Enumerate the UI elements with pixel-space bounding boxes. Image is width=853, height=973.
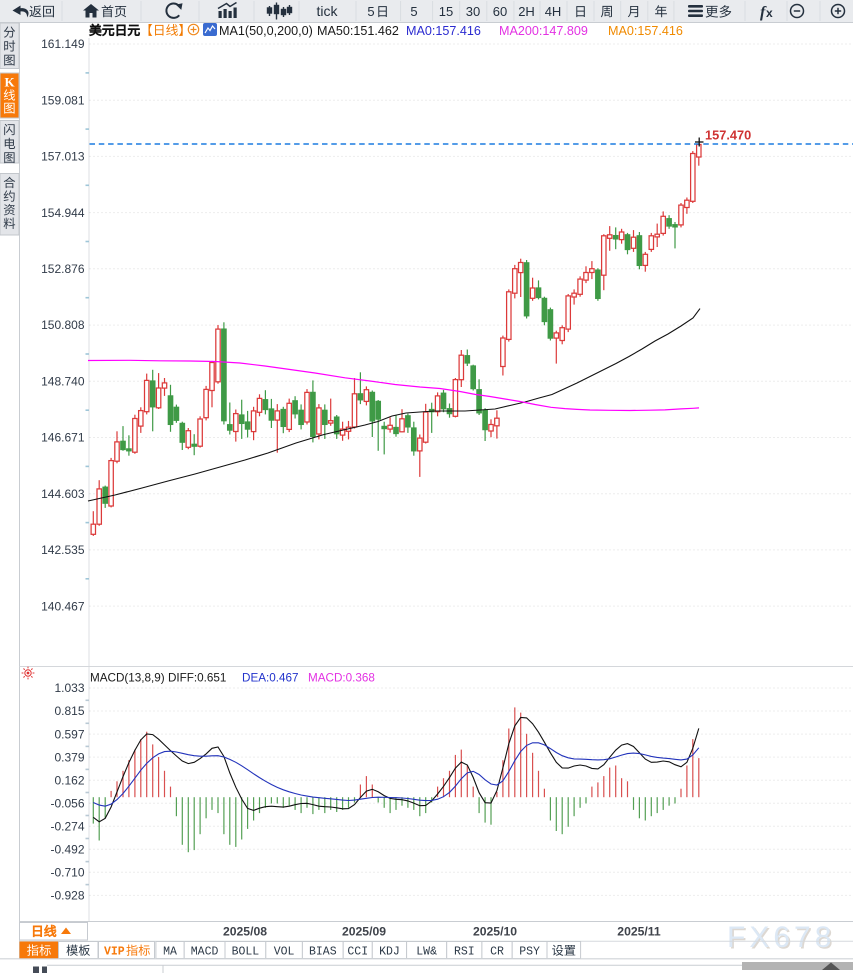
svg-text:LW&: LW& [416, 946, 437, 959]
svg-text:2025/08: 2025/08 [223, 925, 267, 939]
svg-text:BIAS: BIAS [309, 946, 337, 959]
svg-text:159.081: 159.081 [41, 93, 85, 107]
svg-text:MACD(13,8,9) DIFF:0.651: MACD(13,8,9) DIFF:0.651 [90, 672, 226, 685]
svg-text:MA50:151.462: MA50:151.462 [317, 24, 399, 38]
svg-text:142.535: 142.535 [41, 543, 85, 557]
svg-text:30: 30 [466, 4, 480, 19]
svg-text:2025/09: 2025/09 [342, 925, 386, 939]
svg-text:FX678: FX678 [729, 923, 837, 956]
svg-text:-0.492: -0.492 [50, 843, 84, 857]
svg-text:140.467: 140.467 [41, 599, 85, 613]
svg-text:2025/10: 2025/10 [473, 925, 517, 939]
svg-text:MA0:157.416: MA0:157.416 [608, 24, 683, 38]
svg-text:4H: 4H [545, 4, 562, 19]
svg-text:BOLL: BOLL [232, 946, 260, 959]
svg-text:0.379: 0.379 [54, 750, 84, 764]
svg-text:MACD: MACD [191, 946, 219, 959]
svg-text:tick: tick [317, 3, 339, 19]
svg-text:0.815: 0.815 [54, 704, 84, 718]
svg-text:5: 5 [410, 4, 417, 19]
svg-text:VOL: VOL [274, 946, 295, 959]
svg-text:-0.928: -0.928 [50, 889, 84, 903]
svg-text:VIP: VIP [104, 945, 125, 958]
svg-text:5: 5 [367, 4, 374, 19]
svg-text:-0.056: -0.056 [50, 796, 84, 810]
svg-text:CCI: CCI [347, 946, 368, 959]
svg-text:1.033: 1.033 [54, 681, 84, 695]
svg-text:CR: CR [490, 946, 504, 959]
svg-text:-0.274: -0.274 [50, 819, 84, 833]
svg-text:144.603: 144.603 [41, 487, 85, 501]
svg-text:x: x [766, 6, 773, 20]
svg-text:MA200:147.809: MA200:147.809 [499, 24, 588, 38]
svg-text:154.944: 154.944 [41, 206, 85, 220]
svg-text:2025/11: 2025/11 [617, 925, 661, 939]
svg-text:157.013: 157.013 [41, 150, 85, 164]
svg-text:60: 60 [493, 4, 507, 19]
svg-text:15: 15 [439, 4, 453, 19]
svg-text:MA0:157.416: MA0:157.416 [406, 24, 481, 38]
svg-text:MACD:0.368: MACD:0.368 [308, 672, 375, 685]
svg-text:FX678: FX678 [727, 921, 835, 954]
svg-text:f: f [760, 4, 767, 21]
svg-text:-0.710: -0.710 [50, 866, 84, 880]
svg-text:DEA:0.467: DEA:0.467 [242, 672, 299, 685]
svg-text:161.149: 161.149 [41, 37, 85, 51]
svg-text:152.876: 152.876 [41, 262, 85, 276]
svg-text:146.671: 146.671 [41, 431, 85, 445]
svg-text:0.597: 0.597 [54, 727, 84, 741]
svg-text:148.740: 148.740 [41, 375, 85, 389]
svg-text:K: K [4, 75, 15, 90]
svg-text:KDJ: KDJ [379, 946, 400, 959]
svg-text:0.162: 0.162 [54, 773, 84, 787]
svg-text:PSY: PSY [519, 946, 540, 959]
svg-text:2H: 2H [518, 4, 535, 19]
svg-text:RSI: RSI [454, 946, 475, 959]
svg-text:157.470: 157.470 [705, 128, 751, 143]
svg-text:150.808: 150.808 [41, 318, 85, 332]
svg-text:MA: MA [163, 946, 177, 959]
svg-text:MA1(50,0,200,0): MA1(50,0,200,0) [219, 24, 313, 38]
